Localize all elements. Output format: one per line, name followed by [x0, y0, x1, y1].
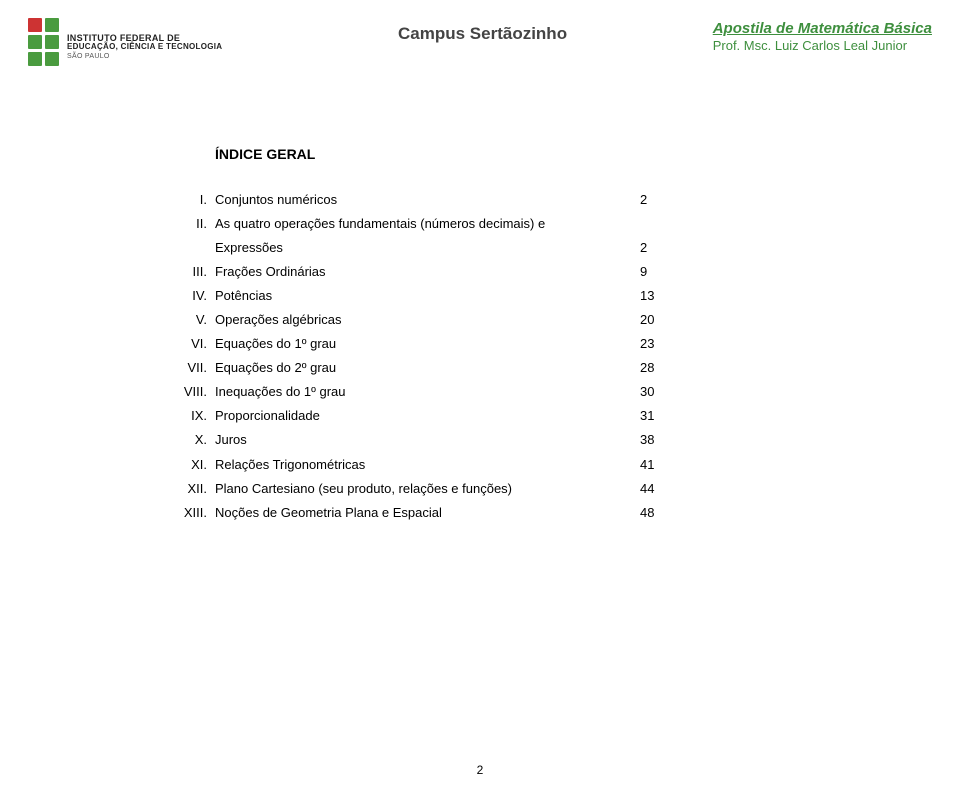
toc-row: III. Frações Ordinárias 9	[175, 260, 680, 284]
toc-label: Potências	[215, 284, 640, 308]
course-title: Apostila de Matemática Básica	[713, 20, 932, 37]
toc-row: I. Conjuntos numéricos 2	[175, 188, 680, 212]
toc-num: II.	[175, 212, 215, 236]
logo-square	[28, 35, 42, 49]
toc-label: Juros	[215, 428, 640, 452]
logo-text: INSTITUTO FEDERAL DE EDUCAÇÃO, CIÊNCIA E…	[67, 18, 222, 60]
toc-page: 31	[640, 404, 680, 428]
toc-label: Noções de Geometria Plana e Espacial	[215, 501, 640, 525]
toc-num: VIII.	[175, 380, 215, 404]
toc-row: IX. Proporcionalidade 31	[175, 404, 680, 428]
toc-num: X.	[175, 428, 215, 452]
toc-num: XII.	[175, 477, 215, 501]
toc-row: IV. Potências 13	[175, 284, 680, 308]
toc-row: X. Juros 38	[175, 428, 680, 452]
professor-name: Prof. Msc. Luiz Carlos Leal Junior	[713, 38, 932, 53]
toc-label: Plano Cartesiano (seu produto, relações …	[215, 477, 640, 501]
toc-row: XII. Plano Cartesiano (seu produto, rela…	[175, 477, 680, 501]
toc-num: VI.	[175, 332, 215, 356]
logo-square	[45, 52, 59, 66]
toc-num: XI.	[175, 453, 215, 477]
toc-page: 41	[640, 453, 680, 477]
logo-square	[28, 18, 42, 32]
content-area: ÍNDICE GERAL I. Conjuntos numéricos 2 II…	[0, 76, 680, 525]
toc-num: III.	[175, 260, 215, 284]
toc-page: 28	[640, 356, 680, 380]
institution-logo: INSTITUTO FEDERAL DE EDUCAÇÃO, CIÊNCIA E…	[28, 18, 222, 66]
toc-page: 13	[640, 284, 680, 308]
toc-num: I.	[175, 188, 215, 212]
toc-page: 9	[640, 260, 680, 284]
toc-page: 2	[640, 188, 680, 212]
toc-page: 30	[640, 380, 680, 404]
toc-page: 48	[640, 501, 680, 525]
toc-label: Expressões	[215, 236, 640, 260]
toc-row: II. As quatro operações fundamentais (nú…	[175, 212, 680, 236]
toc-page: 2	[640, 236, 680, 260]
toc-num: XIII.	[175, 501, 215, 525]
toc-num: IX.	[175, 404, 215, 428]
toc-label: Relações Trigonométricas	[215, 453, 640, 477]
page-number: 2	[0, 763, 960, 777]
campus-title: Campus Sertãozinho	[368, 18, 567, 44]
toc-label: As quatro operações fundamentais (número…	[215, 212, 640, 236]
toc-page: 38	[640, 428, 680, 452]
toc-row: VIII. Inequações do 1º grau 30	[175, 380, 680, 404]
toc-label: Equações do 2º grau	[215, 356, 640, 380]
logo-line3: SÃO PAULO	[67, 53, 222, 60]
toc-label: Operações algébricas	[215, 308, 640, 332]
table-of-contents: I. Conjuntos numéricos 2 II. As quatro o…	[175, 188, 680, 525]
toc-page: 20	[640, 308, 680, 332]
toc-page: 23	[640, 332, 680, 356]
toc-num: VII.	[175, 356, 215, 380]
page-header: INSTITUTO FEDERAL DE EDUCAÇÃO, CIÊNCIA E…	[0, 0, 960, 76]
toc-row: VII. Equações do 2º grau 28	[175, 356, 680, 380]
toc-label: Proporcionalidade	[215, 404, 640, 428]
toc-row: V. Operações algébricas 20	[175, 308, 680, 332]
toc-label: Conjuntos numéricos	[215, 188, 640, 212]
toc-row: XIII. Noções de Geometria Plana e Espaci…	[175, 501, 680, 525]
logo-mark	[28, 18, 59, 66]
toc-num: V.	[175, 308, 215, 332]
logo-square	[45, 35, 59, 49]
index-title: ÍNDICE GERAL	[215, 146, 680, 162]
toc-page: 44	[640, 477, 680, 501]
course-heading: Apostila de Matemática Básica Prof. Msc.…	[713, 18, 932, 53]
logo-square	[28, 52, 42, 66]
toc-label: Frações Ordinárias	[215, 260, 640, 284]
toc-label: Inequações do 1º grau	[215, 380, 640, 404]
toc-row: VI. Equações do 1º grau 23	[175, 332, 680, 356]
toc-row: XI. Relações Trigonométricas 41	[175, 453, 680, 477]
toc-label: Equações do 1º grau	[215, 332, 640, 356]
logo-square	[45, 18, 59, 32]
toc-row-continuation: Expressões 2	[175, 236, 680, 260]
logo-line2: EDUCAÇÃO, CIÊNCIA E TECNOLOGIA	[67, 43, 222, 51]
toc-num: IV.	[175, 284, 215, 308]
